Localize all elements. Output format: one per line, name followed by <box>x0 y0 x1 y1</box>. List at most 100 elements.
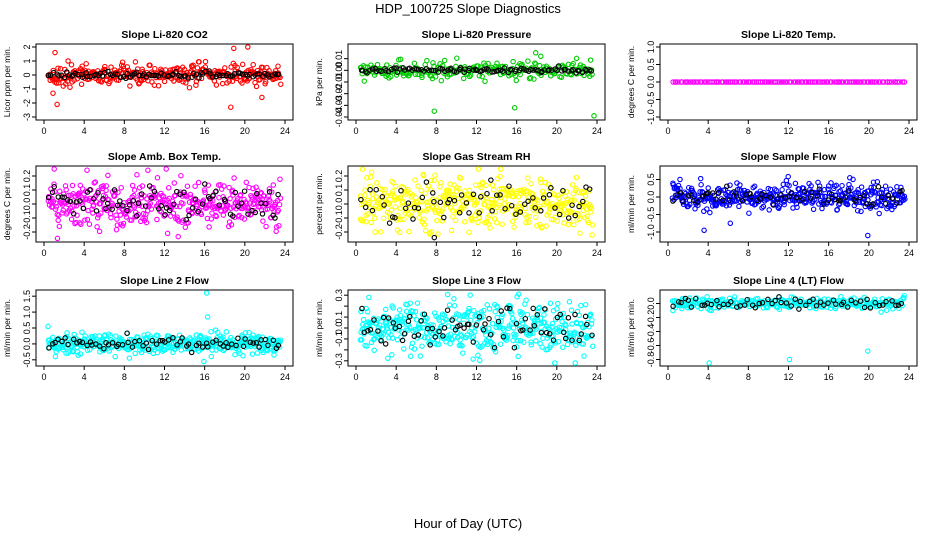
data-point-black <box>142 203 149 209</box>
data-point-magenta <box>148 206 155 212</box>
data-point-yellow <box>510 193 517 200</box>
data-point-yellow <box>390 188 396 195</box>
data-point-magenta <box>213 213 220 220</box>
y-axis-label: percent per min. <box>314 173 324 234</box>
data-point-magenta <box>201 187 208 193</box>
x-tick-label: 4 <box>706 372 711 382</box>
data-point-red <box>56 80 62 86</box>
data-point-red <box>83 60 89 67</box>
data-point-red <box>52 49 58 56</box>
data-point-black <box>259 211 266 217</box>
data-point-yellow <box>421 221 428 228</box>
data-point-yellow <box>497 166 504 172</box>
y-tick-label: -0.1 <box>22 210 32 226</box>
data-point-magenta <box>225 202 231 208</box>
data-point-black <box>111 187 118 193</box>
data-point-yellow <box>446 187 452 194</box>
data-point-red <box>262 79 269 85</box>
data-point-magenta <box>249 196 255 202</box>
x-tick-label: 12 <box>783 126 793 136</box>
data-point-black <box>80 205 87 212</box>
data-point-black <box>64 69 70 75</box>
data-point-magenta <box>675 79 681 85</box>
data-point-black <box>192 196 199 202</box>
data-point-black <box>158 70 165 77</box>
data-point-green <box>412 71 419 78</box>
data-point-magenta <box>241 196 247 203</box>
data-point-magenta <box>256 200 262 207</box>
data-point-black <box>70 211 77 217</box>
data-point-green <box>558 74 565 81</box>
data-point-black <box>183 216 189 223</box>
data-point-magenta <box>787 79 794 85</box>
data-point-black <box>196 75 202 81</box>
data-point-yellow <box>424 199 430 206</box>
data-point-green <box>513 77 520 84</box>
data-point-red <box>202 58 209 65</box>
x-tick-label: 8 <box>122 126 127 136</box>
data-point-black <box>266 189 273 195</box>
data-point-magenta <box>154 174 161 181</box>
data-point-black <box>272 215 278 221</box>
data-point-magenta <box>231 175 237 181</box>
x-tick-label: 24 <box>592 126 602 136</box>
data-point-black <box>501 65 508 71</box>
data-point-green <box>532 50 539 56</box>
data-point-black <box>369 66 376 72</box>
data-point-black <box>112 71 119 77</box>
data-point-yellow <box>494 219 500 226</box>
data-point-magenta <box>127 199 133 205</box>
x-tick-label: 24 <box>280 126 290 136</box>
data-point-yellow <box>479 179 486 186</box>
data-point-magenta <box>260 218 266 224</box>
data-point-magenta <box>865 79 872 85</box>
data-point-yellow <box>422 228 429 234</box>
data-point-black <box>207 70 213 76</box>
x-tick-label: 16 <box>824 126 834 136</box>
y-tick-label: 1 <box>22 58 32 63</box>
data-point-magenta <box>164 230 171 237</box>
data-point-black <box>45 194 52 201</box>
data-point-black <box>372 65 378 72</box>
data-point-magenta <box>824 79 831 85</box>
data-point-black <box>117 74 124 81</box>
data-point-black <box>545 67 551 74</box>
data-point-black <box>73 199 80 205</box>
x-tick-label: 0 <box>41 126 46 136</box>
data-point-magenta <box>202 189 208 196</box>
data-point-magenta <box>276 222 282 229</box>
data-point-magenta <box>889 79 895 85</box>
data-point-black <box>126 202 133 208</box>
data-point-yellow <box>372 215 378 221</box>
data-point-magenta <box>227 195 233 202</box>
x-tick-label: 24 <box>280 248 290 258</box>
data-point-red <box>68 62 75 68</box>
data-point-black <box>104 200 111 207</box>
data-point-magenta <box>131 204 138 210</box>
data-point-magenta <box>145 167 151 174</box>
data-point-magenta <box>63 186 69 193</box>
data-point-magenta <box>105 172 111 179</box>
data-point-yellow <box>476 215 483 221</box>
data-point-magenta <box>125 199 131 205</box>
data-point-black <box>202 68 209 75</box>
data-point-black <box>262 200 269 207</box>
data-point-magenta <box>828 79 835 85</box>
data-point-magenta <box>92 179 99 185</box>
x-tick-label: 4 <box>82 126 87 136</box>
data-point-magenta <box>849 79 855 85</box>
data-point-black <box>213 188 219 195</box>
data-point-yellow <box>461 219 468 225</box>
data-point-black <box>189 205 196 211</box>
data-point-magenta <box>263 223 269 230</box>
x-tick-label: 24 <box>592 248 602 258</box>
y-tick-label: -0.1 <box>334 210 344 226</box>
data-point-cyan <box>865 348 871 354</box>
data-point-magenta <box>886 79 893 85</box>
data-point-yellow <box>393 196 400 203</box>
data-point-magenta <box>685 79 691 85</box>
data-point-magenta <box>730 79 736 85</box>
data-point-red <box>259 94 265 101</box>
data-point-green <box>397 56 404 63</box>
data-point-magenta <box>56 188 63 195</box>
